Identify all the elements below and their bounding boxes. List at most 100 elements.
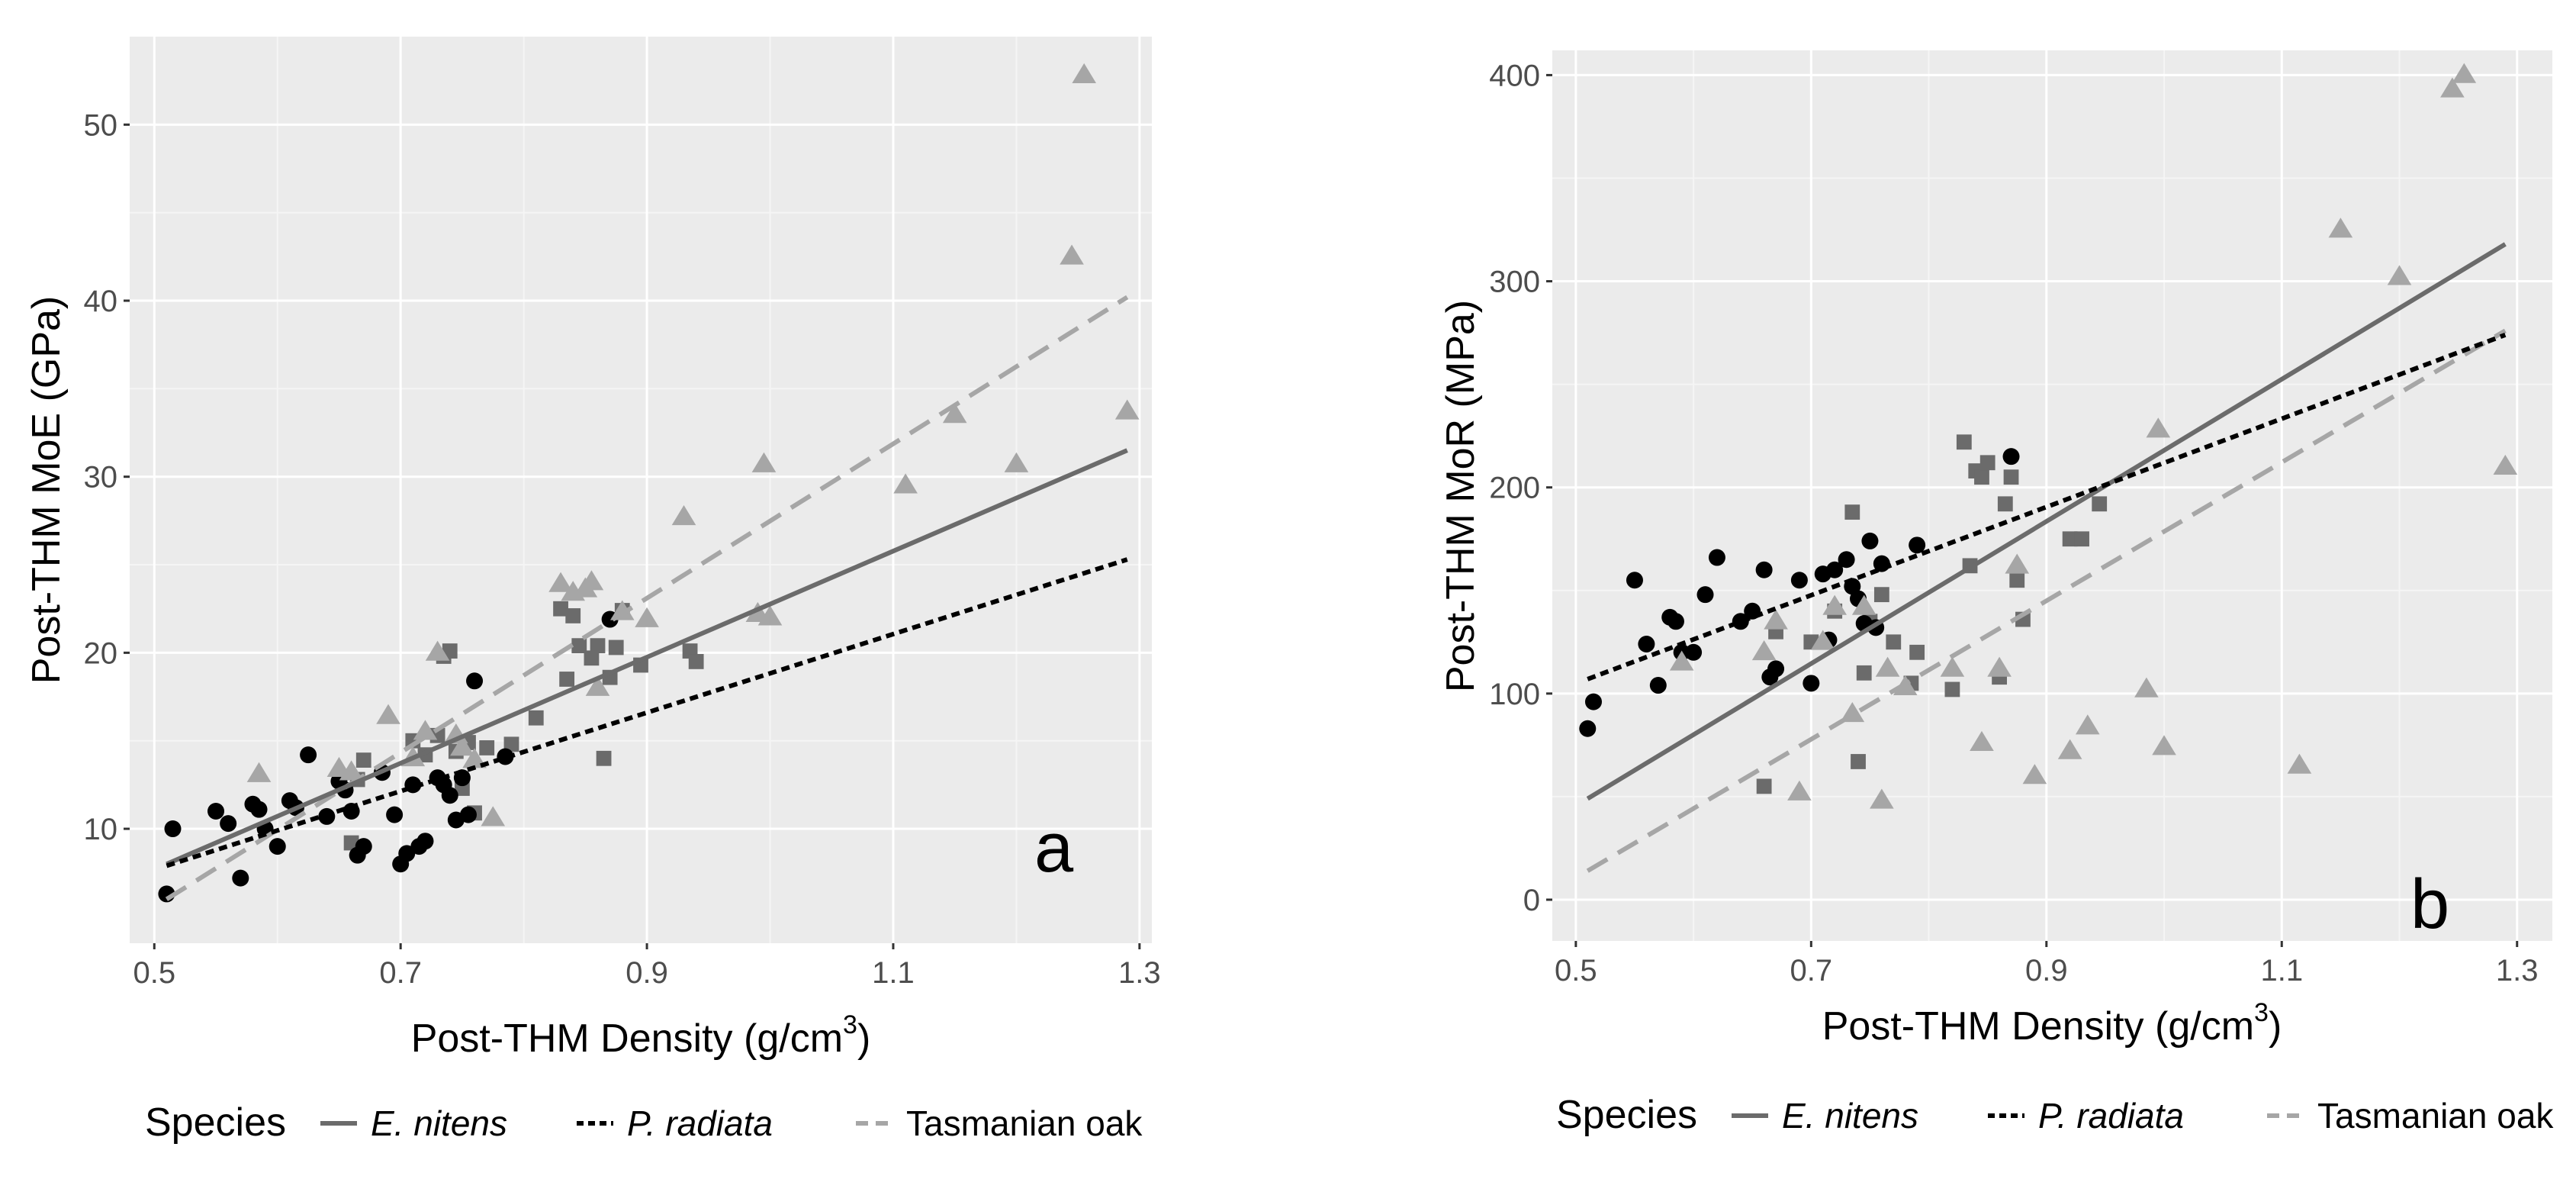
data-point-e-nitens xyxy=(590,638,606,654)
data-point-e-nitens xyxy=(559,672,575,687)
gridlines xyxy=(1552,50,2552,941)
data-point-tasmanian-oak xyxy=(1822,594,1847,615)
data-point-e-nitens xyxy=(479,740,495,755)
data-point-tasmanian-oak xyxy=(2146,417,2171,438)
y-tick-labels: 0 100 200 300 400 xyxy=(1489,59,1552,917)
data-point-tasmanian-oak xyxy=(413,720,438,740)
data-point-e-nitens xyxy=(596,750,612,766)
y-tick-labels: 10 20 30 40 50 xyxy=(84,108,130,846)
y-tick-label: 200 xyxy=(1489,472,1540,505)
data-point-p-radiata xyxy=(1755,561,1773,578)
x-tick-label: 0.5 xyxy=(1555,954,1597,987)
y-tick-label: 300 xyxy=(1489,266,1540,299)
panel-label-a: a xyxy=(1034,809,1074,887)
y-tick-label: 100 xyxy=(1489,678,1540,711)
data-point-p-radiata xyxy=(1909,536,1926,554)
data-point-p-radiata xyxy=(386,806,404,823)
data-point-p-radiata xyxy=(220,815,237,833)
data-point-p-radiata xyxy=(300,746,317,764)
data-point-e-nitens xyxy=(1856,665,1872,681)
data-point-tasmanian-oak xyxy=(1669,650,1694,671)
data-point-tasmanian-oak xyxy=(1787,780,1812,801)
data-point-tasmanian-oak xyxy=(376,704,400,724)
gridlines xyxy=(130,37,1152,943)
data-point-tasmanian-oak xyxy=(1751,639,1777,661)
data-point-e-nitens xyxy=(584,650,600,666)
data-point-p-radiata xyxy=(1767,660,1785,678)
data-point-p-radiata xyxy=(398,845,416,862)
legend-label: P. radiata xyxy=(627,1103,773,1143)
data-point-tasmanian-oak xyxy=(2287,753,2312,774)
data-point-e-nitens xyxy=(1851,754,1866,769)
data-point-p-radiata xyxy=(1579,720,1597,737)
chart-panel-b: 0 100 200 300 400 0.5 0.7 0.9 1.1 1.3 Post-THM M… xyxy=(1439,50,2552,1049)
data-point-e-nitens xyxy=(1756,778,1772,794)
y-tick-label: 10 xyxy=(84,813,118,846)
x-tick-label: 1.1 xyxy=(2260,954,2303,987)
x-tick-label: 0.9 xyxy=(626,956,668,990)
x-tick-label: 1.3 xyxy=(2496,954,2539,987)
data-point-p-radiata xyxy=(250,801,268,818)
data-point-tasmanian-oak xyxy=(2452,63,2477,83)
data-point-tasmanian-oak xyxy=(2075,714,2100,735)
data-point-tasmanian-oak xyxy=(671,504,696,526)
y-tick-label: 40 xyxy=(84,285,118,318)
x-tick-label: 1.1 xyxy=(872,956,915,990)
data-point-tasmanian-oak xyxy=(893,473,918,494)
data-point-tasmanian-oak xyxy=(751,452,777,472)
data-point-p-radiata xyxy=(1838,551,1855,569)
data-point-tasmanian-oak xyxy=(1940,656,1965,677)
data-point-p-radiata xyxy=(441,787,458,804)
data-point-tasmanian-oak xyxy=(585,675,610,696)
fit-lines xyxy=(165,295,1129,901)
data-point-tasmanian-oak xyxy=(635,607,659,627)
y-tick-label: 50 xyxy=(84,108,118,142)
data-point-tasmanian-oak xyxy=(579,570,604,591)
y-tick-label: 30 xyxy=(84,461,118,495)
data-points xyxy=(1579,63,2518,809)
data-point-p-radiata xyxy=(1790,572,1808,589)
data-point-tasmanian-oak xyxy=(2057,739,2082,759)
chart-panel-a: 10 20 30 40 50 0.5 0.7 0.9 1.1 1.3 Post-THM MoE … xyxy=(24,37,1161,1061)
data-point-tasmanian-oak xyxy=(1987,656,2012,677)
data-point-e-nitens xyxy=(1844,504,1860,520)
data-point-p-radiata xyxy=(1626,572,1643,589)
data-point-tasmanian-oak xyxy=(1004,452,1029,472)
data-point-e-nitens xyxy=(343,835,359,851)
data-point-p-radiata xyxy=(2002,448,2020,466)
x-tick-label: 0.5 xyxy=(133,956,175,990)
data-point-tasmanian-oak xyxy=(481,806,506,826)
data-point-p-radiata xyxy=(355,838,372,855)
data-point-e-nitens xyxy=(2009,572,2025,588)
data-point-tasmanian-oak xyxy=(246,762,272,782)
data-point-e-nitens xyxy=(1974,469,1989,485)
legend-a: Species E. nitens P. radiata Tasmanian oak xyxy=(145,1100,1143,1145)
data-point-e-nitens xyxy=(1886,634,1902,650)
data-point-e-nitens xyxy=(571,638,587,654)
data-point-p-radiata xyxy=(466,672,484,690)
fit-line-p-radiata xyxy=(1587,332,2507,681)
data-point-p-radiata xyxy=(416,833,434,850)
data-point-tasmanian-oak xyxy=(1810,630,1835,650)
data-point-tasmanian-oak xyxy=(1114,399,1140,420)
plot-background xyxy=(1552,50,2552,941)
legend-label: Tasmanian oak xyxy=(2317,1096,2554,1136)
data-point-tasmanian-oak xyxy=(1060,244,1084,265)
data-point-tasmanian-oak xyxy=(450,736,474,756)
data-point-e-nitens xyxy=(1997,496,2013,512)
data-point-e-nitens xyxy=(608,639,624,656)
data-point-p-radiata xyxy=(1649,677,1667,694)
data-point-e-nitens xyxy=(1979,455,1996,471)
data-point-tasmanian-oak xyxy=(1764,609,1788,630)
data-point-p-radiata xyxy=(1685,643,1703,661)
data-point-tasmanian-oak xyxy=(942,403,967,424)
x-tick-labels: 0.5 0.7 0.9 1.1 1.3 xyxy=(1555,941,2539,987)
data-point-e-nitens xyxy=(1909,644,1925,660)
data-point-p-radiata xyxy=(459,806,477,823)
data-point-tasmanian-oak xyxy=(1870,788,1894,809)
data-point-e-nitens xyxy=(2062,531,2078,547)
data-point-tasmanian-oak xyxy=(2134,677,2159,697)
data-point-tasmanian-oak xyxy=(1875,656,1900,677)
data-point-tasmanian-oak xyxy=(757,605,783,626)
